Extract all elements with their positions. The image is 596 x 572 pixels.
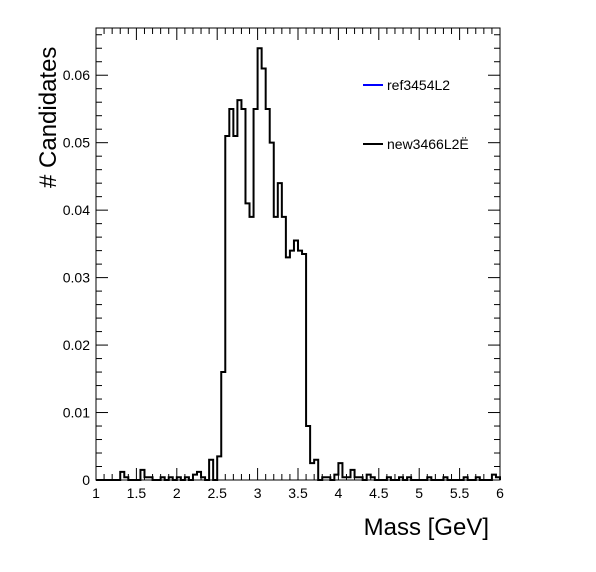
histogram-bin xyxy=(262,68,266,480)
series-layer xyxy=(96,47,501,481)
histogram-series-line xyxy=(96,47,501,481)
y-axis-title: # Candidates xyxy=(35,47,62,188)
x-tick-label: 4 xyxy=(335,485,343,501)
histogram-bin xyxy=(298,251,302,480)
histogram-bin xyxy=(229,109,233,480)
y-tick-label: 0.04 xyxy=(63,202,90,218)
legend-label-ref: ref3454L2 xyxy=(387,77,450,93)
x-axis-title: Mass [GeV] xyxy=(364,514,489,541)
histogram-bin xyxy=(290,251,294,480)
legend-box xyxy=(355,62,485,170)
histogram-bin xyxy=(250,217,254,480)
x-tick-label: 1.5 xyxy=(127,485,147,501)
y-tick-labels: 0 0.01 0.02 0.03 0.04 0.05 0.06 xyxy=(63,67,90,488)
x-tick-label: 4.5 xyxy=(369,485,389,501)
x-tick-label: 5.5 xyxy=(450,485,470,501)
histogram-bin xyxy=(233,136,237,480)
axis-ticks xyxy=(95,28,501,481)
histogram-bin xyxy=(237,100,241,480)
x-tick-label: 3 xyxy=(254,485,262,501)
x-tick-labels: 1 1.5 2 2.5 3 3.5 4 4.5 5 5.5 6 xyxy=(92,485,504,501)
x-tick-label: 2 xyxy=(173,485,181,501)
x-tick-label: 2.5 xyxy=(207,485,227,501)
y-tick-label: 0.06 xyxy=(63,67,90,83)
histogram-bin xyxy=(258,48,262,480)
histogram-bin xyxy=(278,183,282,480)
histogram-bin xyxy=(294,241,298,480)
x-tick-label: 1 xyxy=(92,485,100,501)
histogram-bin xyxy=(310,463,314,480)
histogram-bin xyxy=(245,203,249,480)
y-tick-label: 0.05 xyxy=(63,135,90,151)
x-tick-label: 6 xyxy=(496,485,504,501)
y-tick-label: 0.02 xyxy=(63,337,90,353)
y-tick-label: 0 xyxy=(82,472,90,488)
legend-label-new: new3466L2Ë xyxy=(387,136,469,152)
y-tick-label: 0.01 xyxy=(63,405,90,421)
histogram-bin xyxy=(286,257,290,480)
histogram-bin xyxy=(274,217,278,480)
x-tick-label: 3.5 xyxy=(288,485,308,501)
histogram-bin xyxy=(266,109,270,480)
legend: ref3454L2 new3466L2Ë xyxy=(355,62,485,170)
x-tick-label: 5 xyxy=(415,485,423,501)
y-tick-label: 0.03 xyxy=(63,270,90,286)
